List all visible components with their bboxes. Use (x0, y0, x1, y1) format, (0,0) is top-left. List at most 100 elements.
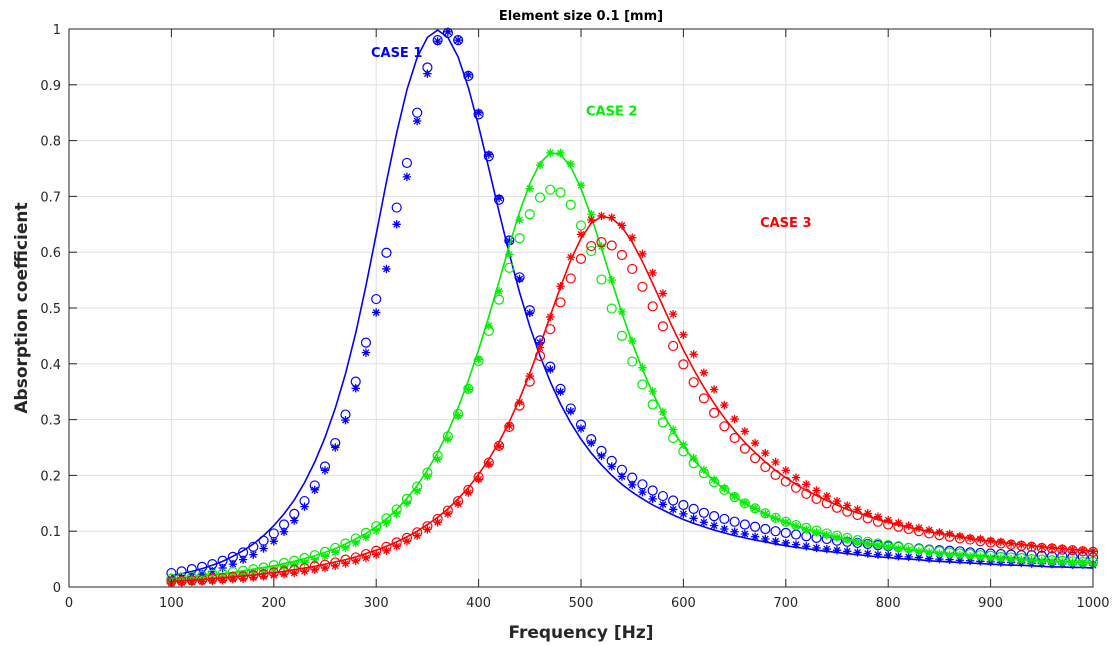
star-marker (535, 343, 545, 352)
circle-marker (606, 240, 617, 251)
circle-marker (749, 453, 761, 464)
circle-marker (668, 495, 679, 506)
star-marker (884, 515, 893, 525)
y-tick-label: 0.4 (40, 358, 61, 373)
circle-marker (790, 482, 802, 493)
circle-marker (401, 157, 413, 169)
star-marker (1047, 557, 1057, 566)
star-marker (761, 534, 770, 544)
star-marker (679, 440, 688, 449)
star-marker (648, 494, 657, 504)
star-marker (720, 484, 729, 493)
star-marker (279, 569, 289, 579)
circle-marker (545, 184, 556, 195)
star-marker (689, 453, 698, 463)
star-marker (1017, 555, 1026, 564)
star-marker (443, 27, 453, 36)
star-marker (228, 559, 238, 569)
star-marker (341, 559, 350, 568)
star-marker (494, 442, 504, 451)
series-8-star (167, 211, 1098, 588)
star-marker (771, 514, 780, 523)
star-marker (1006, 554, 1016, 564)
star-marker (320, 563, 330, 573)
x-tick-label: 200 (261, 596, 286, 611)
star-marker (1058, 544, 1067, 553)
star-marker (894, 552, 903, 561)
star-marker (576, 181, 586, 190)
star-marker (853, 548, 862, 557)
star-marker (1058, 557, 1067, 567)
star-marker (750, 504, 760, 513)
x-tick-label: 600 (671, 596, 696, 611)
circle-marker (698, 507, 709, 518)
star-marker (617, 221, 627, 230)
star-marker (863, 509, 872, 518)
star-marker (884, 550, 893, 560)
star-marker (730, 414, 739, 424)
star-marker (494, 287, 504, 296)
star-marker (208, 576, 217, 586)
star-marker (924, 548, 934, 557)
y-tick-label: 0 (53, 581, 61, 596)
star-marker (566, 407, 575, 416)
star-marker (546, 312, 555, 322)
star-marker (433, 455, 442, 464)
circle-marker (709, 511, 720, 522)
star-marker (965, 552, 975, 561)
star-marker (853, 505, 862, 514)
star-marker (443, 509, 453, 519)
y-tick-label: 0.8 (40, 135, 61, 150)
y-tick-label: 0.9 (40, 79, 61, 94)
x-tick-label: 1000 (1076, 596, 1109, 611)
star-marker (730, 527, 739, 536)
star-marker (679, 330, 688, 339)
circle-marker (391, 202, 402, 213)
circle-marker (637, 379, 648, 390)
star-marker (331, 561, 340, 570)
star-marker (218, 576, 227, 585)
circle-marker (729, 432, 740, 444)
star-marker (945, 550, 954, 559)
star-marker (689, 350, 698, 359)
star-marker (638, 363, 647, 372)
circle-marker (545, 324, 556, 335)
star-marker (382, 546, 391, 555)
star-marker (587, 210, 596, 219)
star-marker (617, 307, 627, 317)
star-marker (730, 491, 739, 501)
star-marker (279, 527, 289, 536)
star-marker (341, 415, 350, 425)
circle-marker (586, 245, 597, 257)
circle-marker (647, 301, 658, 312)
star-marker (832, 545, 842, 555)
circle-marker (524, 209, 535, 220)
star-marker (955, 532, 965, 541)
star-marker (259, 572, 268, 581)
star-marker (331, 548, 340, 557)
star-marker (740, 427, 750, 436)
star-marker (965, 533, 975, 543)
star-marker (238, 555, 248, 564)
star-marker (228, 574, 238, 584)
star-marker (464, 385, 473, 394)
star-marker (372, 526, 381, 535)
star-marker (648, 386, 657, 396)
circle-marker (760, 461, 771, 473)
star-marker (1017, 540, 1026, 549)
x-tick-label: 0 (65, 596, 73, 611)
star-marker (525, 184, 534, 193)
star-marker (494, 193, 504, 203)
star-marker (668, 505, 678, 514)
circle-marker (381, 247, 392, 258)
star-marker (771, 537, 780, 546)
star-marker (607, 275, 616, 285)
circle-marker (678, 499, 689, 511)
star-marker (566, 159, 575, 169)
star-marker (894, 518, 903, 528)
circle-marker (534, 192, 546, 203)
star-marker (1078, 545, 1087, 555)
star-marker (812, 486, 821, 495)
star-marker (535, 338, 545, 347)
star-marker (965, 556, 975, 565)
